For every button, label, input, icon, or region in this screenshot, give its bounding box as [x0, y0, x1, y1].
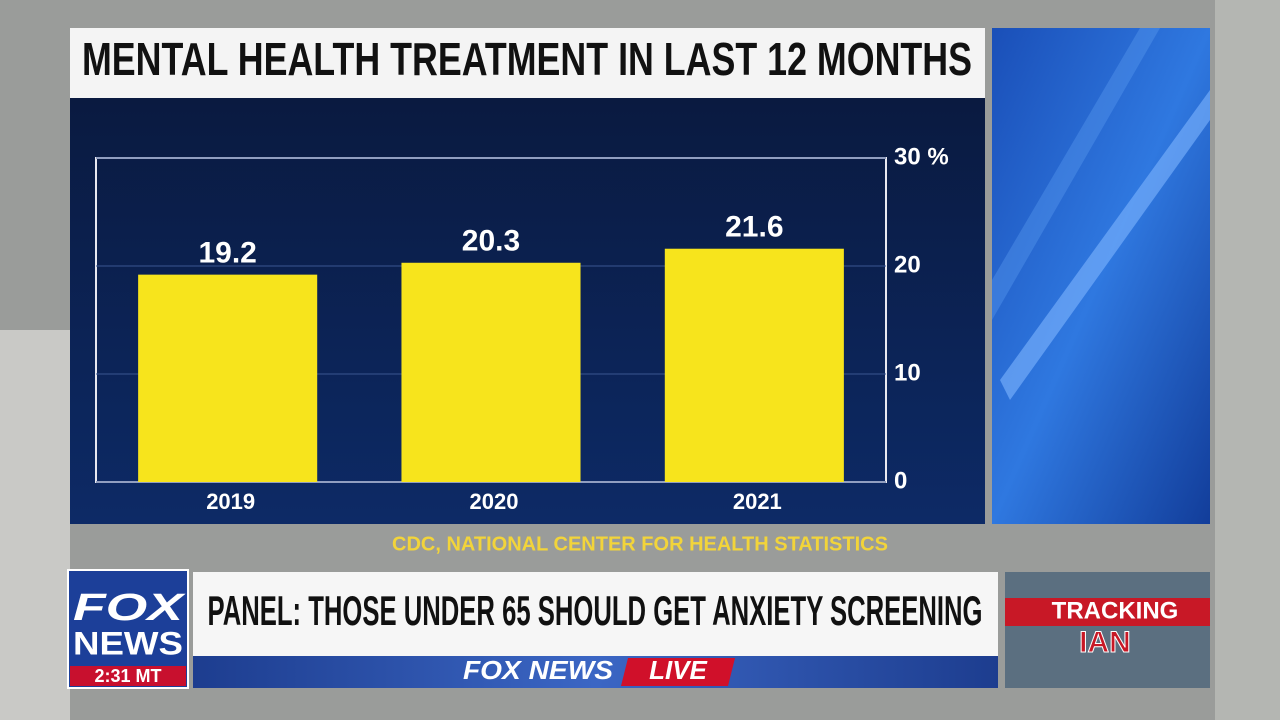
strip-live: LIVE	[649, 655, 707, 685]
brand-strip	[193, 656, 998, 688]
side-streak	[992, 28, 1160, 320]
logo-text: FOX	[73, 587, 187, 629]
x-tick-label: 2020	[470, 489, 519, 514]
tracking-top: TRACKING	[1052, 597, 1179, 624]
tracking-bottom: IAN	[1079, 626, 1131, 659]
title-bar	[70, 28, 985, 98]
y-tick-label: 0	[894, 467, 907, 494]
logo-text: NEWS	[73, 625, 183, 661]
strip-brand: FOX NEWS	[463, 655, 614, 685]
live-box	[621, 658, 735, 686]
headline-bar	[193, 572, 998, 656]
time: 2:31 MT	[94, 666, 161, 686]
wall-tiles	[0, 330, 70, 720]
y-tick-label: 10	[894, 359, 921, 386]
y-tick-label: 30 %	[894, 143, 949, 170]
x-tick-label: 2019	[206, 489, 255, 514]
data-label: 21.6	[725, 211, 783, 244]
tracking-box	[1005, 572, 1210, 688]
bar	[401, 262, 581, 482]
x-tick-label: 2021	[733, 489, 782, 514]
bar	[138, 274, 318, 482]
tracking-band	[1005, 598, 1210, 626]
wall-right	[1215, 0, 1280, 720]
source: CDC, NATIONAL CENTER FOR HEALTH STATISTI…	[392, 533, 888, 555]
chart-title: MENTAL HEALTH TREATMENT IN LAST 12 MONTH…	[82, 33, 972, 85]
side-streak	[1000, 90, 1210, 400]
side-panel	[992, 28, 1210, 524]
bar	[664, 248, 844, 482]
y-tick-label: 20	[894, 251, 921, 278]
data-label: 20.3	[462, 225, 520, 258]
headline: PANEL: THOSE UNDER 65 SHOULD GET ANXIETY…	[208, 587, 983, 634]
data-label: 19.2	[198, 237, 256, 270]
time-box	[70, 666, 186, 686]
